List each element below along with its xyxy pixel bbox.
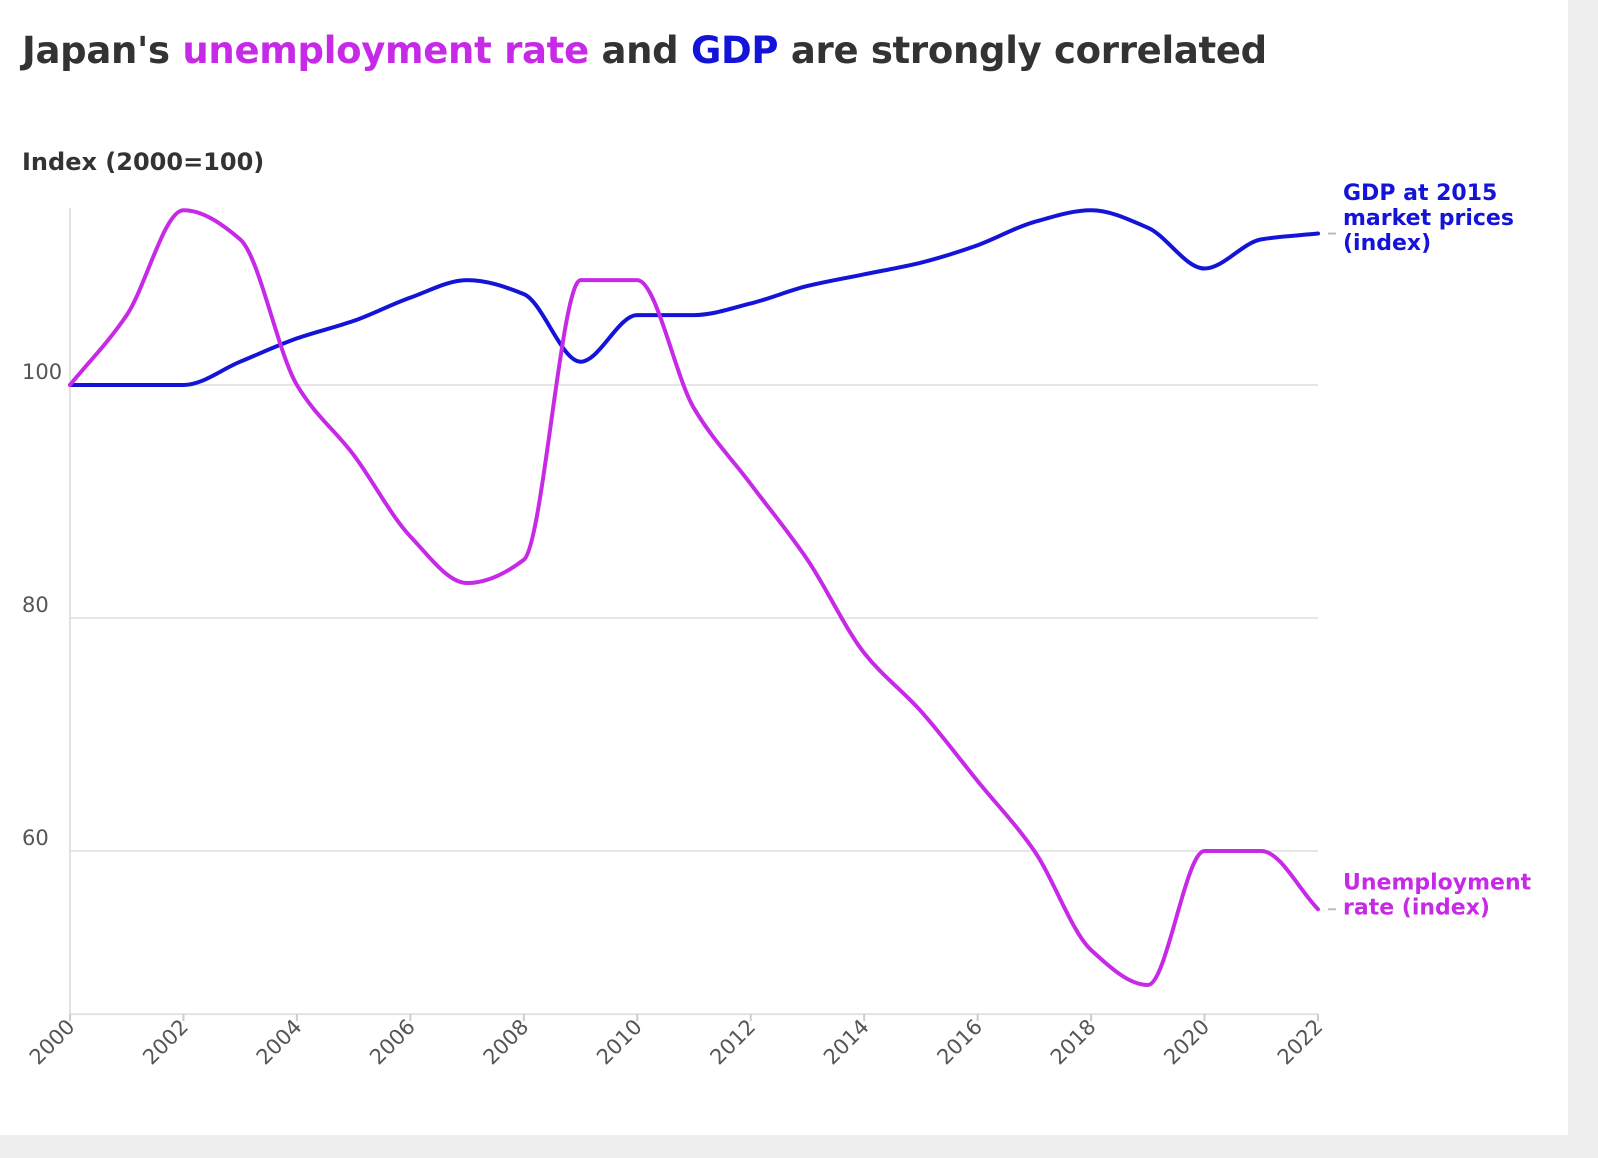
title-part-3: are strongly correlated <box>778 29 1267 72</box>
y-tick-label-100: 100 <box>22 360 62 384</box>
series-label-gdp-line-3: (index) <box>1343 231 1431 256</box>
x-tick-label-2000: 2000 <box>25 1015 80 1070</box>
x-tick-label-2002: 2002 <box>138 1015 193 1070</box>
title-highlight-gdp: GDP <box>690 29 779 72</box>
grid-lines <box>70 384 1318 852</box>
chart-title: Japan's unemployment rate and GDP are st… <box>22 24 1267 78</box>
x-tick-label-2004: 2004 <box>252 1015 307 1070</box>
series-label-gdp-line-2: market prices <box>1343 206 1514 231</box>
line-chart: 2000 2002 2004 2006 2008 2010 2012 2014 2016 2018… <box>22 181 1532 1069</box>
series-lines <box>68 208 1320 987</box>
x-tick-label-2018: 2018 <box>1046 1015 1101 1070</box>
x-axis-ticks: 2000 2002 2004 2006 2008 2010 2012 2014 2016 2018… <box>25 1014 1328 1069</box>
x-tick-label-2006: 2006 <box>365 1015 420 1070</box>
series-label-gdp-line-1: GDP at 2015 <box>1343 181 1497 206</box>
x-tick-label-2010: 2010 <box>592 1015 647 1070</box>
series-line-gdp <box>68 208 1320 387</box>
title-part-2: and <box>588 29 691 72</box>
y-tick-label-80: 80 <box>22 593 49 617</box>
series-label-unemployment-line-2: rate (index) <box>1343 896 1490 921</box>
x-tick-label-2016: 2016 <box>932 1015 987 1070</box>
y-tick-label-60: 60 <box>22 826 49 850</box>
x-tick-label-2014: 2014 <box>819 1015 874 1070</box>
x-tick-label-2012: 2012 <box>705 1015 760 1070</box>
axes <box>69 208 1318 1016</box>
x-tick-label-2008: 2008 <box>479 1015 534 1070</box>
y-axis-label: Index (2000=100) <box>22 148 265 176</box>
series-line-unemployment <box>68 208 1320 987</box>
x-tick-label-2022: 2022 <box>1273 1015 1328 1070</box>
chart-card: Japan's unemployment rate and GDP are st… <box>0 0 1568 1135</box>
title-part-1: Japan's <box>22 29 183 72</box>
series-label-unemployment-line-1: Unemployment <box>1343 871 1532 896</box>
y-axis-ticks: 60 80 100 <box>22 360 62 850</box>
title-highlight-unemployment: unemployment rate <box>182 29 589 72</box>
x-tick-label-2020: 2020 <box>1159 1015 1214 1070</box>
